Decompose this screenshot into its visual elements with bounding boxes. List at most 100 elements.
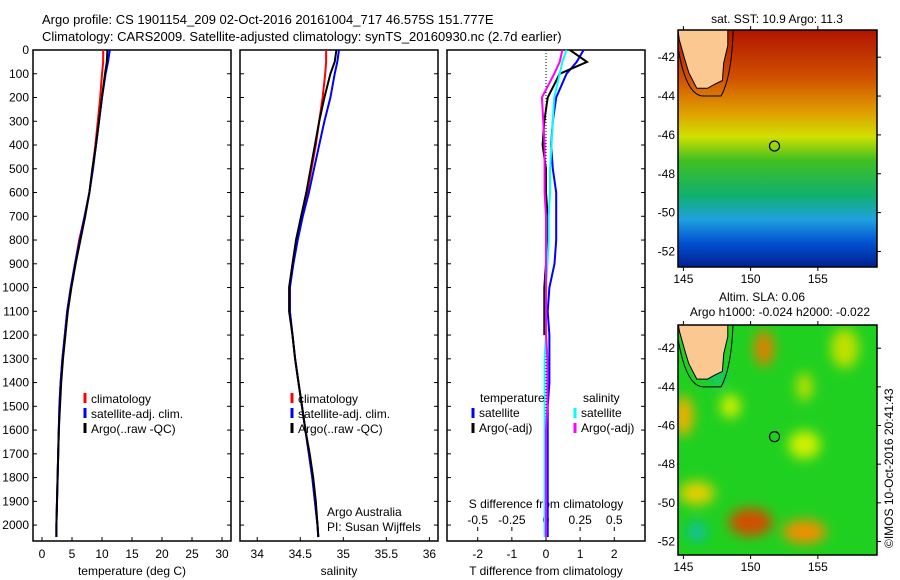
y-tick-label: 1900 <box>2 494 29 508</box>
title-line-1: Argo profile: CS 1901154_209 02-Oct-2016… <box>42 12 494 27</box>
title-line-2: Climatology: CARS2009. Satellite-adjuste… <box>42 29 562 44</box>
y-tick-label: 0 <box>22 43 29 57</box>
y-tick-label: 500 <box>9 162 29 176</box>
series-argo-raw-qc- <box>55 49 109 537</box>
map-frame <box>677 324 878 556</box>
plot-frame <box>32 49 232 542</box>
y-tick-label: 300 <box>9 114 29 128</box>
anomaly-blob <box>796 372 813 401</box>
x-axis-label: T difference from climatology <box>469 564 623 578</box>
x-axis-label: temperature (deg C) <box>78 564 186 578</box>
salinity-panel: 34 34.5 35 35.5 36 salinity climatologysatelli… <box>239 49 439 578</box>
x-tick-label: 5 <box>69 547 76 561</box>
y-tick-label: 1600 <box>2 423 29 437</box>
anomaly-blob <box>754 330 775 367</box>
x-tick-label: 35.5 <box>375 547 399 561</box>
y-tick-label: 1800 <box>2 471 29 485</box>
tasmania-landmass <box>678 30 729 89</box>
sst-map-title: sat. SST: 10.9 Argo: 11.3 <box>711 12 843 26</box>
temperature-panel: 0100200300400500600700800900100011001200… <box>2 43 232 578</box>
y-tick-label: 2000 <box>2 518 29 532</box>
x-tick-label: 2 <box>611 547 618 561</box>
x-tick-label: -1 <box>507 547 518 561</box>
tasmania-landmass <box>678 325 729 380</box>
legend-label: Argo(-adj) <box>581 421 634 435</box>
sla-map: 145 150 155 -42 -44 -46 -48 -50 -52 Altim. SLA: 0… <box>658 290 881 574</box>
lon-tick-label: 155 <box>808 560 828 574</box>
anomaly-blob <box>686 521 707 542</box>
lon-tick-label: 145 <box>673 272 693 286</box>
annotation-institution: Argo Australia <box>327 505 402 519</box>
y-tick-label: 1700 <box>2 447 29 461</box>
shelf-contour <box>678 325 734 388</box>
series-salinity-argo-adj- <box>540 49 564 537</box>
difference-panel: -2 -1 0 1 2 T difference from climatology -0.5… <box>446 49 646 578</box>
lat-tick-label: -50 <box>658 206 676 220</box>
argo-position-marker <box>768 431 781 443</box>
x-tick-label: 10 <box>95 547 109 561</box>
s-x-tick-label: 0.25 <box>568 513 592 527</box>
lon-tick-label: 150 <box>741 272 761 286</box>
x-tick-label: 30 <box>215 547 229 561</box>
lat-tick-label: -52 <box>658 534 676 548</box>
x-tick-label: 1 <box>577 547 584 561</box>
s-x-tick-label: 0.5 <box>606 513 623 527</box>
y-tick-label: 1300 <box>2 352 29 366</box>
lat-tick-label: -52 <box>658 244 676 258</box>
imos-credit: ©IMOS 10-Oct-2016 20:41:43 <box>882 388 896 548</box>
legend-label: Argo(..raw -QC) <box>91 422 176 436</box>
x-tick-label: 36 <box>423 547 437 561</box>
legend-label: satellite <box>479 406 520 420</box>
lat-tick-label: -44 <box>658 380 676 394</box>
legend-label: climatology <box>91 392 151 406</box>
anomaly-blob <box>788 430 821 459</box>
s-x-tick-label: -0.5 <box>467 513 488 527</box>
anomaly-blob <box>728 508 773 537</box>
lon-tick-label: 155 <box>808 272 828 286</box>
x-tick-label: 20 <box>155 547 169 561</box>
shelf-contour <box>678 30 734 97</box>
x-tick-label: -2 <box>472 547 483 561</box>
y-tick-label: 1500 <box>2 399 29 413</box>
x-tick-label: 0 <box>543 547 550 561</box>
sst-map: 145 150 155 -42 -44 -46 -48 -50 -52 sat. SST: 10.… <box>658 12 881 286</box>
x-axis-label: salinity <box>321 564 358 578</box>
sla-map-title-1: Altim. SLA: 0.06 <box>719 290 805 304</box>
plot-frame <box>239 49 439 542</box>
y-tick-label: 1000 <box>2 281 29 295</box>
y-tick-label: 600 <box>9 186 29 200</box>
sla-anomalies <box>678 328 859 544</box>
anomaly-blob <box>678 481 715 506</box>
x-tick-label: 15 <box>125 547 139 561</box>
y-tick-label: 200 <box>9 91 29 105</box>
y-tick-label: 100 <box>9 67 29 81</box>
map-frame <box>677 29 878 268</box>
x-tick-label: 0 <box>39 547 46 561</box>
s-x-tick-label: -0.25 <box>498 513 526 527</box>
anomaly-blob <box>720 394 741 419</box>
annotation-pi: PI: Susan Wijffels <box>327 520 421 534</box>
lat-tick-label: -44 <box>658 89 676 103</box>
y-tick-label: 700 <box>9 209 29 223</box>
lon-tick-label: 145 <box>673 560 693 574</box>
legend-heading-temperature: temperature <box>480 391 545 405</box>
anomaly-blob <box>678 395 694 436</box>
lon-tick-label: 150 <box>741 560 761 574</box>
legend-heading-salinity: salinity <box>583 391 620 405</box>
lat-tick-label: -46 <box>658 128 676 142</box>
x-tick-label: 34 <box>251 547 265 561</box>
legend-label: satellite <box>581 406 622 420</box>
legend-label: Argo(-adj) <box>479 421 532 435</box>
lat-tick-label: -50 <box>658 496 676 510</box>
x-tick-label: 35 <box>337 547 351 561</box>
lat-tick-label: -48 <box>658 457 676 471</box>
legend-label: climatology <box>298 392 358 406</box>
legend-label: satellite-adj. clim. <box>91 407 183 421</box>
x-tick-label: 25 <box>185 547 199 561</box>
anomaly-blob <box>782 519 827 544</box>
y-tick-label: 900 <box>9 257 29 271</box>
series-temperature-argo-adj- <box>541 49 590 336</box>
y-tick-label: 1100 <box>3 304 29 318</box>
